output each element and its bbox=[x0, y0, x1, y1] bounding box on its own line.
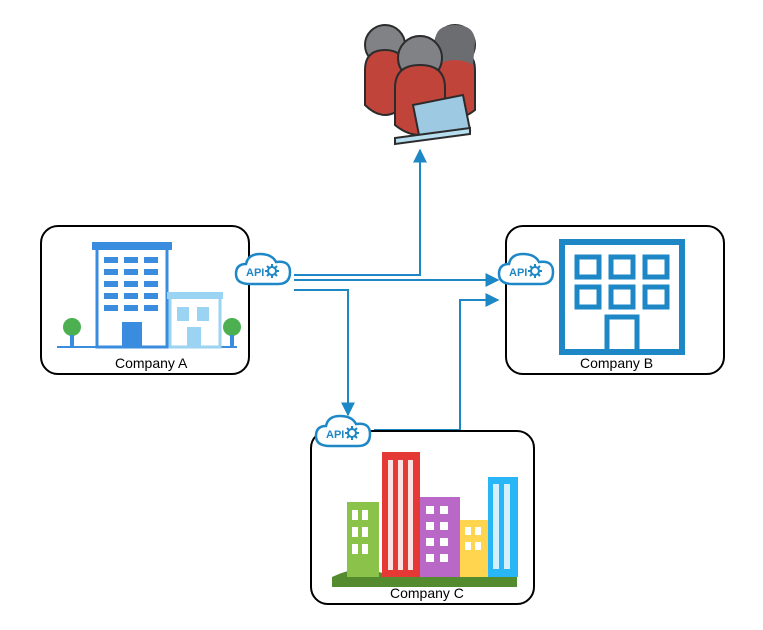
label-company-c: Company C bbox=[390, 585, 464, 601]
edge-a-users bbox=[294, 150, 420, 275]
edge-c-b bbox=[374, 300, 498, 430]
label-company-a: Company A bbox=[115, 355, 187, 371]
api-cloud-a: API bbox=[232, 250, 294, 294]
node-company-c bbox=[310, 430, 535, 605]
node-company-b bbox=[505, 225, 725, 375]
building-c-icon bbox=[312, 432, 537, 607]
label-company-b: Company B bbox=[580, 355, 653, 371]
edge-a-c bbox=[294, 290, 348, 415]
svg-text:API: API bbox=[326, 429, 344, 441]
node-company-a bbox=[40, 225, 250, 375]
users-icon bbox=[335, 10, 505, 150]
diagram-canvas: Company A Company B bbox=[0, 0, 763, 630]
svg-text:API: API bbox=[509, 267, 527, 279]
api-label: API bbox=[246, 267, 264, 279]
node-users bbox=[335, 10, 505, 150]
api-cloud-b: API bbox=[495, 250, 557, 294]
api-cloud-c: API bbox=[312, 412, 374, 456]
